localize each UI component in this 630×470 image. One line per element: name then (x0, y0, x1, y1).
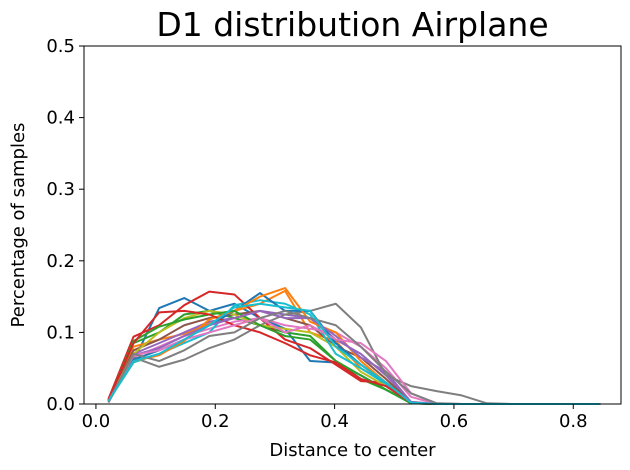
series-line-13 (107, 309, 601, 405)
x-tick-label: 0.8 (559, 411, 588, 432)
x-tick-label: 0.2 (201, 411, 230, 432)
series-line-4 (107, 290, 601, 405)
series-line-15 (107, 309, 601, 405)
y-tick-label: 0.4 (46, 108, 75, 129)
x-tick-label: 0.4 (320, 411, 349, 432)
x-axis-ticks: 0.0 0.2 0.4 0.6 0.8 (82, 404, 588, 432)
series-line-3 (107, 309, 601, 405)
x-tick-label: 0.0 (82, 411, 111, 432)
y-axis-label: Percentage of samples (8, 123, 29, 328)
axes-frame (83, 45, 622, 405)
x-tick-label: 0.6 (440, 411, 469, 432)
y-tick-label: 0.3 (46, 179, 75, 200)
y-tick-label: 0.0 (46, 394, 75, 415)
x-axis-label: Distance to center (269, 440, 436, 461)
series-line-12 (107, 287, 601, 405)
chart-title: D1 distribution Airplane (156, 5, 548, 44)
y-tick-label: 0.2 (46, 251, 75, 272)
series-line-11 (107, 292, 601, 405)
series-line-9 (107, 309, 601, 405)
series-line-6 (107, 309, 601, 405)
y-tick-label: 0.1 (46, 322, 75, 343)
series-lines (107, 287, 601, 405)
y-tick-label: 0.5 (46, 36, 75, 57)
series-line-14 (107, 309, 601, 405)
y-axis-ticks: 0.0 0.1 0.2 0.3 0.4 0.5 (46, 36, 84, 415)
series-line-17 (107, 309, 601, 405)
series-line-5 (107, 309, 601, 405)
